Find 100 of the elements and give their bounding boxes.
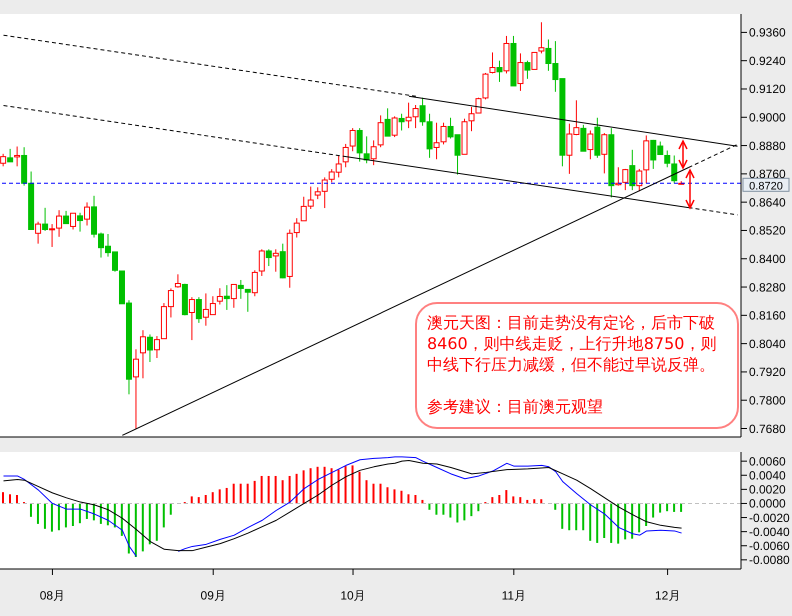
bar [156,503,158,541]
candlestick [7,148,14,162]
candlestick [294,218,300,238]
y-tick-label: -0.0060 [749,539,790,553]
bar [352,465,354,504]
bar [204,494,207,504]
bar [442,503,444,515]
bar [246,484,249,504]
bar [617,503,620,544]
candlestick [42,207,48,232]
y-tick-label: 0.9000 [749,110,786,125]
bar [491,497,494,504]
candlestick [370,140,377,166]
bar [582,503,584,530]
candlestick [244,288,251,312]
bar [324,466,326,504]
candlestick [629,149,636,191]
bar [240,484,242,504]
candlestick [538,22,544,54]
y-tick-label: -0.0080 [749,553,790,568]
candlestick [14,146,20,167]
bar [330,468,333,504]
bar [428,503,430,510]
bar [16,494,18,504]
bar [212,492,214,504]
candlestick [356,128,363,162]
bar [673,503,676,512]
x-tick-label: 08月 [40,588,66,603]
candlestick [154,336,160,359]
bar [268,476,270,504]
y-tick-label: 0.0020 [749,482,786,497]
bar [400,490,402,504]
bar [36,503,39,524]
bar [254,480,256,504]
candlestick [35,221,42,244]
candlestick [84,202,90,226]
bar [260,476,263,504]
bar [435,503,438,515]
candlestick [56,210,62,238]
candlestick [350,128,356,152]
x-tick-label: 09月 [200,588,226,603]
x-tick-label: 12月 [654,588,680,603]
y-tick-label: 0.0000 [749,496,786,511]
candlestick [230,284,237,308]
y-tick-label: 0.7920 [749,365,786,380]
y-tick-label: 0.8280 [749,280,786,294]
candlestick [174,274,181,288]
bar [366,480,368,504]
bar [407,494,410,504]
candlestick [636,168,642,192]
candlestick [496,60,502,82]
bar [64,503,67,528]
y-tick-label: 0.8040 [749,336,786,351]
bar [30,503,32,517]
candlestick [587,130,594,160]
bar [456,503,458,522]
bar [226,488,228,504]
bar [296,474,298,504]
bar [449,503,452,518]
candlestick [580,124,586,152]
bar [232,484,235,504]
bar [190,496,193,504]
candlestick [70,212,76,230]
y-tick-label: -0.0040 [749,524,790,539]
candlestick [384,108,391,137]
bar [477,503,480,512]
bar [8,494,11,504]
y-tick-label: 0.8760 [749,167,786,182]
bar [596,503,598,543]
bar [44,503,46,529]
y-tick-label: 0.8520 [749,224,786,238]
bar [414,494,416,504]
candlestick [132,348,139,430]
annotation: 澳元天图：目前走势没有定论，后市下破8460，则中线走贬，上行升地8750，则中线下行压力减缓，但不能过早说反弹。 [427,312,718,375]
bar [589,503,592,541]
candlestick [216,288,223,305]
bar [505,490,508,504]
y-tick-label: -0.0020 [749,510,790,525]
candlestick [622,168,628,191]
bar [659,503,662,513]
bar [512,496,514,504]
bar [386,487,388,504]
candlestick [224,284,230,310]
bar [170,503,172,515]
bar [162,503,165,528]
bar [128,503,130,554]
bar [631,503,634,539]
candlestick [601,132,608,174]
bar [310,468,312,504]
candlestick [272,248,279,272]
bar [680,503,682,512]
line-series [2,460,682,552]
candlestick [531,52,538,70]
bar [540,499,542,504]
candlestick [63,210,70,224]
line-series [178,456,682,552]
bar [624,503,626,540]
bar [603,503,606,538]
candlestick [517,52,524,92]
bar [645,503,648,526]
